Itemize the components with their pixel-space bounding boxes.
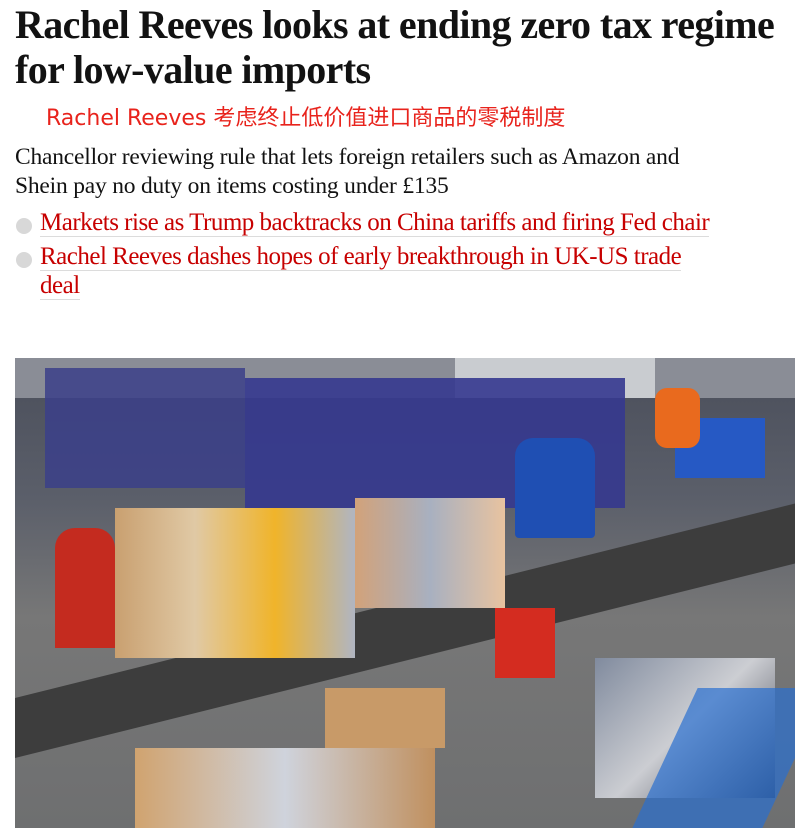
related-link[interactable]: Rachel Reeves dashes hopes of early brea… bbox=[40, 243, 682, 300]
related-link-item: Rachel Reeves dashes hopes of early brea… bbox=[15, 242, 715, 300]
bullet-icon bbox=[16, 252, 32, 268]
bullet-icon bbox=[16, 218, 32, 234]
related-links: Markets rise as Trump backtracks on Chin… bbox=[15, 208, 715, 305]
headline-translation: Rachel Reeves 考虑终止低价值进口商品的零税制度 bbox=[46, 106, 566, 131]
article-photo-warehouse-parcels bbox=[15, 358, 795, 828]
related-link[interactable]: Markets rise as Trump backtracks on Chin… bbox=[40, 209, 710, 237]
headline: Rachel Reeves looks at ending zero tax r… bbox=[15, 2, 775, 92]
related-link-item: Markets rise as Trump backtracks on Chin… bbox=[15, 208, 715, 237]
standfirst: Chancellor reviewing rule that lets fore… bbox=[15, 144, 680, 199]
